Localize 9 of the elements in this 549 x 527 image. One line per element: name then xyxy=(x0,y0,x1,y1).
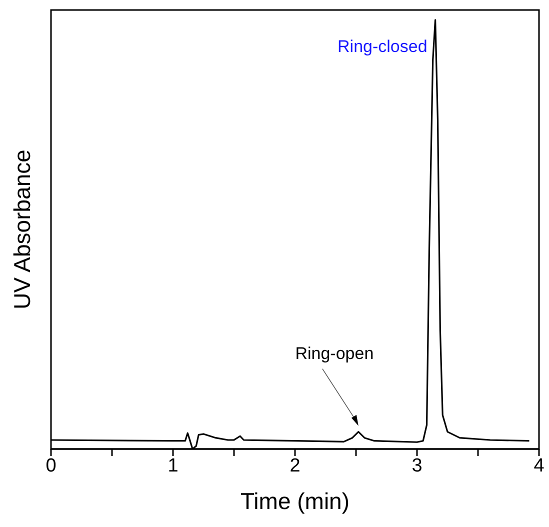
x-tick-label: 0 xyxy=(46,455,56,476)
x-axis-title: Time (min) xyxy=(240,488,350,514)
x-tick-label: 3 xyxy=(412,455,422,476)
x-tick-label: 2 xyxy=(290,455,300,476)
x-tick-label: 1 xyxy=(168,455,178,476)
annotation: Ring-open xyxy=(295,344,374,363)
x-tick-label: 4 xyxy=(534,455,545,476)
y-axis-title: UV Absorbance xyxy=(9,150,35,310)
annotation: Ring-closed xyxy=(338,36,428,56)
